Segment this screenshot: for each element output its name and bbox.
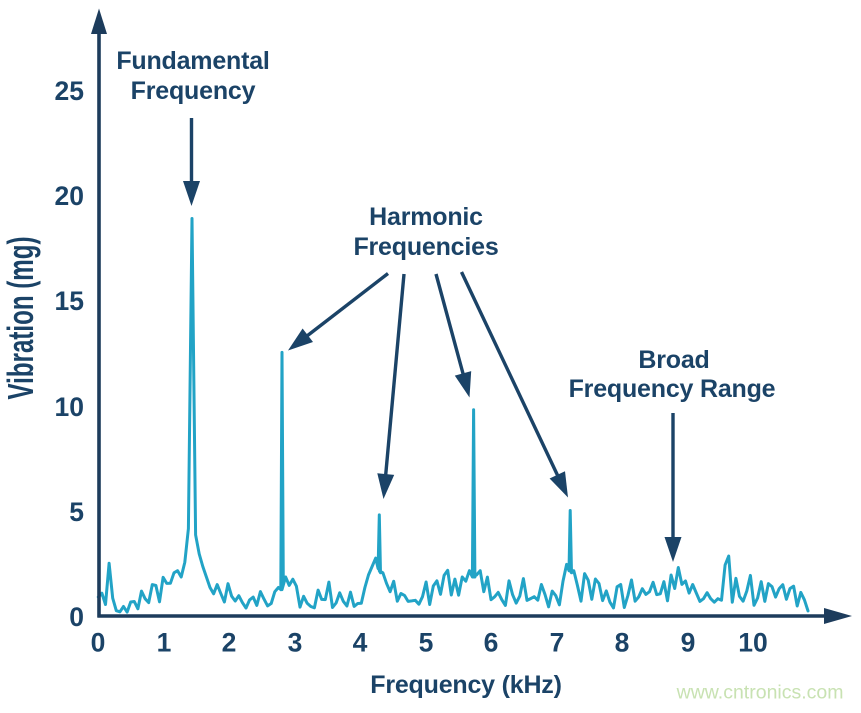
svg-text:www.cntronics.com: www.cntronics.com <box>676 682 844 704</box>
svg-text:2: 2 <box>222 628 237 658</box>
svg-text:0: 0 <box>91 628 106 658</box>
svg-text:10: 10 <box>738 628 767 658</box>
svg-text:Frequency Range: Frequency Range <box>569 375 776 403</box>
svg-text:4: 4 <box>353 628 368 658</box>
svg-text:8: 8 <box>615 628 630 658</box>
svg-text:5: 5 <box>419 628 434 658</box>
svg-text:Frequency (kHz): Frequency (kHz) <box>370 671 561 699</box>
svg-text:Harmonic: Harmonic <box>369 203 483 231</box>
svg-text:25: 25 <box>55 76 84 106</box>
svg-text:9: 9 <box>681 628 696 658</box>
svg-text:7: 7 <box>550 628 565 658</box>
svg-text:Frequency: Frequency <box>131 77 256 105</box>
svg-text:Fundamental: Fundamental <box>116 47 269 75</box>
svg-text:5: 5 <box>69 497 84 527</box>
svg-text:3: 3 <box>288 628 303 658</box>
svg-text:1: 1 <box>157 628 172 658</box>
svg-text:0: 0 <box>69 602 84 632</box>
svg-text:6: 6 <box>484 628 499 658</box>
svg-text:Frequencies: Frequencies <box>353 233 498 261</box>
svg-text:10: 10 <box>55 392 84 422</box>
svg-text:Broad: Broad <box>638 346 709 374</box>
svg-text:Vibration (mg): Vibration (mg) <box>1 237 41 400</box>
svg-text:15: 15 <box>55 286 84 316</box>
svg-text:20: 20 <box>55 181 84 211</box>
